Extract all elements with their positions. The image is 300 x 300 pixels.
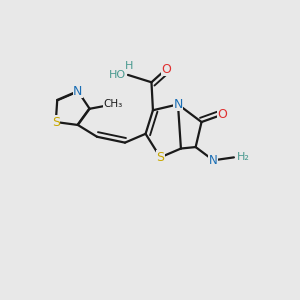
Text: N: N (73, 85, 83, 98)
Text: S: S (52, 116, 60, 128)
Text: S: S (156, 151, 164, 164)
Text: H: H (125, 61, 134, 71)
Text: H₂: H₂ (237, 152, 250, 162)
Text: CH₃: CH₃ (103, 99, 123, 110)
Text: HO: HO (109, 70, 126, 80)
Text: O: O (217, 108, 227, 121)
Text: O: O (161, 62, 171, 76)
Text: N: N (173, 98, 183, 111)
Text: N: N (209, 154, 218, 167)
